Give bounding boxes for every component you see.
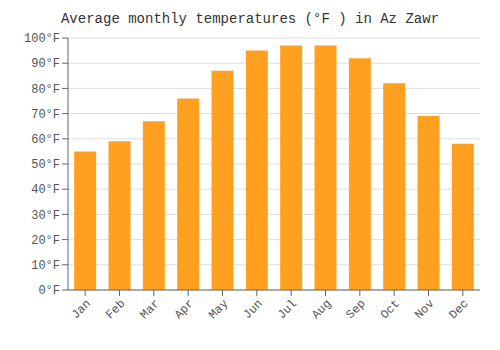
svg-text:90°F: 90°F xyxy=(31,57,60,71)
svg-text:30°F: 30°F xyxy=(31,209,60,223)
svg-text:Apr: Apr xyxy=(172,297,197,322)
svg-text:Feb: Feb xyxy=(103,297,128,322)
svg-text:May: May xyxy=(206,297,231,322)
svg-text:100°F: 100°F xyxy=(24,32,60,46)
svg-text:Nov: Nov xyxy=(412,297,437,322)
svg-text:Jan: Jan xyxy=(69,297,94,322)
svg-text:Jul: Jul xyxy=(275,297,300,322)
svg-text:60°F: 60°F xyxy=(31,133,60,147)
svg-text:40°F: 40°F xyxy=(31,183,60,197)
svg-text:Jun: Jun xyxy=(241,297,266,322)
html-text:Average monthly temperatures (: Average monthly temperatures (°F ) in Az… xyxy=(61,11,439,27)
svg-text:Oct: Oct xyxy=(378,297,403,322)
svg-text:Aug: Aug xyxy=(309,297,334,322)
svg-text:Mar: Mar xyxy=(138,297,163,322)
svg-text:70°F: 70°F xyxy=(31,108,60,122)
svg-text:Sep: Sep xyxy=(344,297,369,322)
svg-text:50°F: 50°F xyxy=(31,158,60,172)
svg-text:20°F: 20°F xyxy=(31,234,60,248)
svg-text:80°F: 80°F xyxy=(31,83,60,97)
svg-text:Dec: Dec xyxy=(447,297,472,322)
svg-text:0°F: 0°F xyxy=(38,284,60,298)
svg-text:10°F: 10°F xyxy=(31,259,60,273)
